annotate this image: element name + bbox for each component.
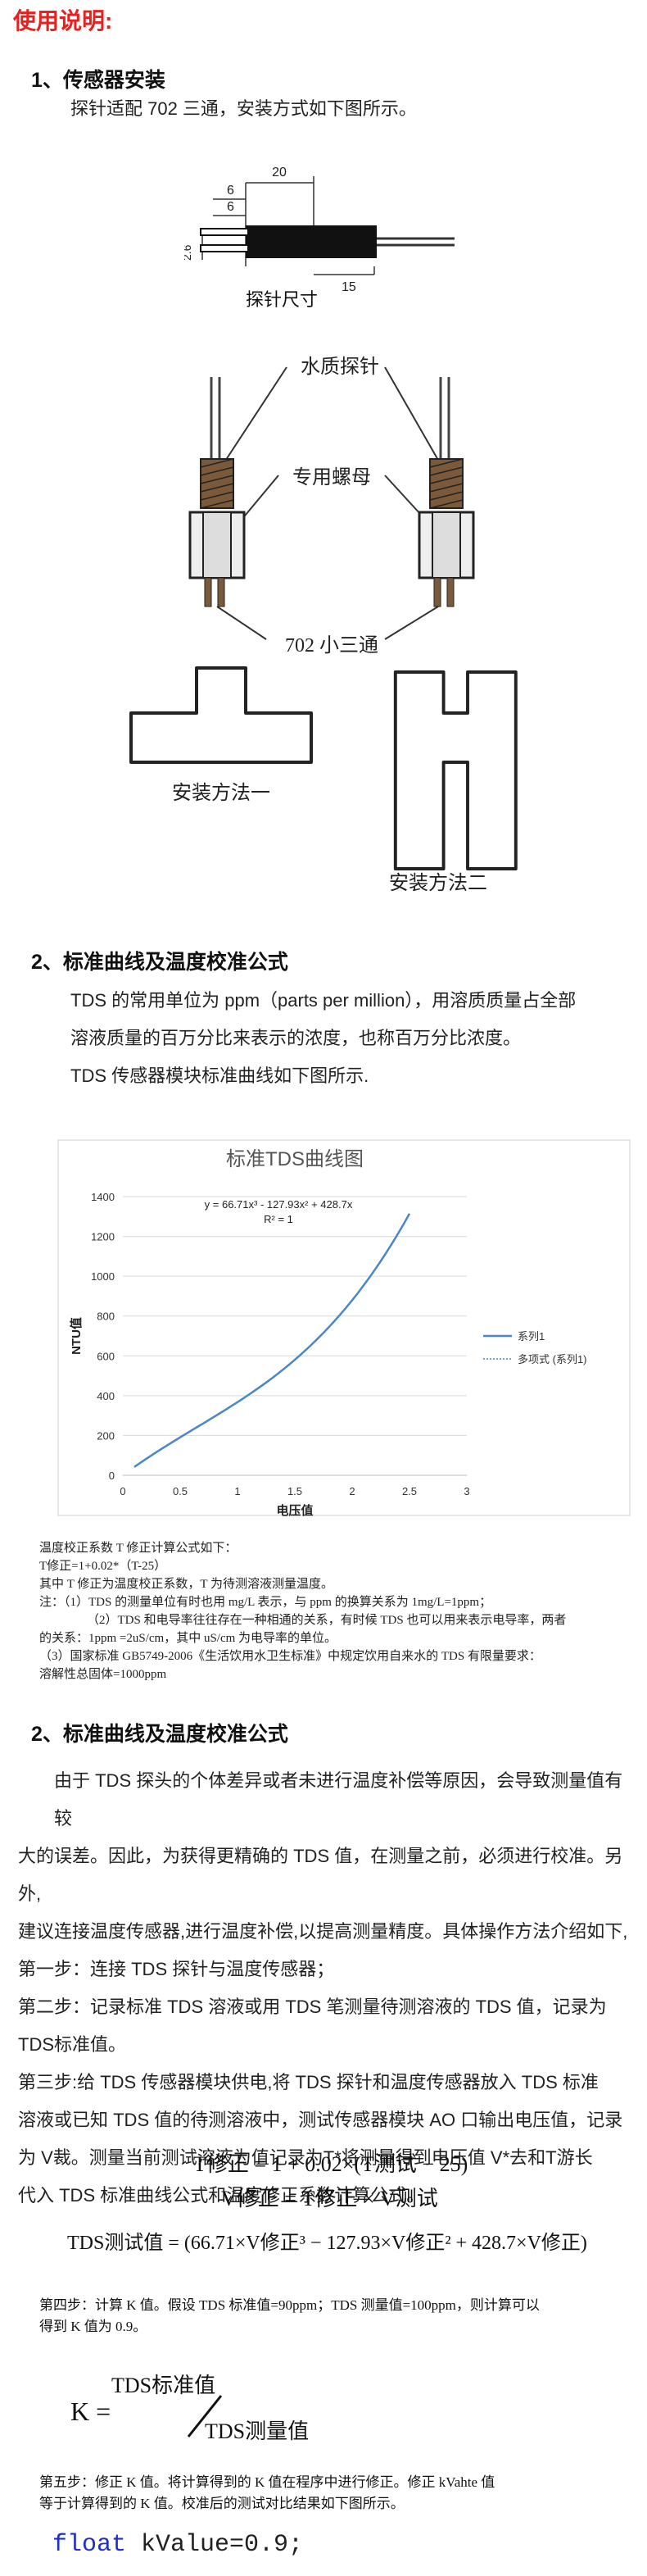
legend-label-1: 系列1 (518, 1330, 545, 1343)
chart-title: 标准TDS曲线图 (226, 1148, 364, 1170)
calibration-paragraph: 由于 TDS 探头的个体差异或者未进行温度补偿等原因，会导致测量值有较 大的误差… (18, 1762, 640, 2215)
calibration-line: 为 V裁。测量当前测试溶液为值记录为T*将测量得到电压值 V*去和T游长 (18, 2147, 593, 2168)
nut-left (188, 458, 246, 607)
k-formula-slash (187, 2395, 223, 2437)
water-probe-label: 水质探针 (301, 356, 379, 378)
probe-pin-bottom (200, 244, 249, 252)
method1-label: 安装方法一 (172, 782, 270, 804)
curve-intro-line: TDS 传感器模块标准曲线如下图所示. (70, 1065, 369, 1086)
y-tick-label: 200 (97, 1429, 115, 1442)
step5-line: 等于计算得到的 K 值。校准后的测试对比结果如下图所示。 (39, 2496, 405, 2511)
dim-6a: 6 (227, 184, 234, 198)
step5-line: 第五步：修正 K 值。将计算得到的 K 值在程序中进行修正。修正 kVahte … (39, 2474, 495, 2490)
dim-2-6: 2.6 (184, 244, 193, 261)
y-tick-label: 1400 (91, 1191, 115, 1203)
installation-diagram: 水质探针 专用螺母 702 小三通 安装方法一 安装方法二 (115, 344, 541, 902)
note-line: 溶解性总固体=1000ppm (39, 1668, 167, 1681)
code-keyword: float (52, 2531, 127, 2559)
step4-line: 第四步：计算 K 值。假设 TDS 标准值=90ppm；TDS 测量值=100p… (39, 2297, 540, 2313)
y-tick-label: 1000 (91, 1270, 115, 1283)
calibration-line: 由于 TDS 探头的个体差异或者未进行温度补偿等原因，会导致测量值有较 (54, 1770, 623, 1829)
note-line: （3）国家标准 GB5749-2006《生活饮用水卫生标准》中规定饮用自来水的 … (39, 1650, 541, 1663)
r-squared: R² = 1 (264, 1213, 293, 1225)
dim-20: 20 (272, 166, 287, 179)
y-tick-label: 1200 (91, 1231, 115, 1243)
x-tick-label: 1 (234, 1485, 240, 1497)
x-tick-label: 3 (464, 1485, 469, 1497)
y-tick-label: 400 (97, 1390, 115, 1402)
label-arrows (216, 366, 443, 640)
note-line: 其中 T 修正为温度校正系数，T 为待测溶液测量温度。 (39, 1578, 334, 1591)
calibration-line: TDS标准值。 (18, 2034, 127, 2055)
y-tick-label: 0 (109, 1470, 115, 1482)
series-line-1 (133, 1213, 411, 1468)
calibration-line: 第一步：连接 TDS 探针与温度传感器； (18, 1959, 335, 1979)
note-line: 的关系：1ppm =2uS/cm，其中 uS/cm 为电导率的单位。 (39, 1632, 337, 1645)
probe-size-label: 探针尺寸 (246, 289, 319, 310)
note-line: 温度校正系数 T 修正计算公式如下： (39, 1542, 238, 1555)
temperature-note: 温度校正系数 T 修正计算公式如下： T修正=1+0.02*（T-25） 其中 … (39, 1539, 613, 1683)
calibration-line: 代入 TDS 标准曲线公式和温度修正系数计算公式。 (18, 2185, 425, 2206)
formula-tds: TDS测试值 = (66.71×V修正³ − 127.93×V修正² + 428… (67, 2233, 587, 2254)
nut-right (418, 458, 475, 607)
y-tick-label: 800 (97, 1311, 115, 1323)
probe-pin-top (200, 228, 249, 236)
tee-method1 (129, 666, 313, 764)
calibration-line: 溶液或已知 TDS 值的待测溶液中，测试传感器模块 AO 口输出电压值，记录 (18, 2110, 623, 2130)
x-axis-label: 电压值 (276, 1503, 313, 1516)
x-tick-label: 2 (349, 1485, 355, 1497)
calibration-line: 建议连接温度传感器,进行温度补偿,以提高测量精度。具体操作方法介绍如下, (18, 1921, 628, 1942)
dim-6b: 6 (227, 200, 234, 214)
k-formula-denominator: TDS测量值 (205, 2419, 310, 2443)
install-text: 探针适配 702 三通，安装方式如下图所示。 (70, 98, 417, 119)
nut-label: 专用螺母 (292, 466, 371, 488)
x-tick-label: 2.5 (402, 1485, 417, 1497)
calibration-line: 大的误差。因此，为获得更精确的 TDS 值，在测量之前，必须进行校准。另外, (18, 1846, 623, 1904)
calibration-line: 第三步:给 TDS 传感器模块供电,将 TDS 探针和温度传感器放入 TDS 标… (18, 2072, 599, 2092)
curve-intro-line: 溶液质量的百万分比来表示的浓度，也称百万分比浓度。 (70, 1028, 522, 1048)
chart-frame (57, 1139, 631, 1516)
curve-intro-line: TDS 的常用单位为 ppm（parts per million），用溶质质量占… (70, 990, 577, 1011)
code-line: float kValue=0.9; (52, 2531, 303, 2559)
k-formula-left: K = (70, 2397, 111, 2426)
method2-label: 安装方法二 (389, 872, 487, 894)
note-line: 注：（1）TDS 的测量单位有时也用 mg/L 表示，与 ppm 的换算关系为 … (39, 1596, 492, 1609)
step4-line: 得到 K 值为 0.9。 (39, 2319, 147, 2334)
probe-dimension-diagram: 20 6 6 2.6 15 (184, 160, 463, 307)
page-title: 使用说明: (13, 8, 113, 34)
x-tick-label: 0 (120, 1485, 125, 1497)
x-tick-label: 0.5 (173, 1485, 188, 1497)
k-formula-numerator: TDS标准值 (111, 2374, 216, 2397)
probe-wires (210, 377, 450, 459)
step4-text: 第四步：计算 K 值。假设 TDS 标准值=90ppm；TDS 测量值=100p… (39, 2295, 540, 2337)
formula-t-correction: T修正 = 1 + 0.02×(T测试 − 25) (193, 2152, 468, 2176)
probe-body (246, 225, 377, 258)
calibration-line: 第二步：记录标准 TDS 溶液或用 TDS 笔测量待测溶液的 TDS 值，记录为 (18, 1997, 607, 2017)
y-axis-label: NTU值 (69, 1317, 84, 1355)
tee-method2 (393, 670, 518, 870)
legend-label-2: 多项式 (系列1) (518, 1353, 587, 1365)
note-line: T修正=1+0.02*（T-25） (39, 1560, 167, 1573)
formula-v-correction: V修正 = T修正 × V测试 (221, 2187, 438, 2210)
section-heading-install: 1、传感器安装 (31, 69, 165, 92)
code-rest: kValue=0.9; (126, 2531, 304, 2559)
dim-15: 15 (342, 280, 356, 294)
x-tick-label: 1.5 (287, 1485, 302, 1497)
trendline-equation: y = 66.71x³ - 127.93x² + 428.7x (205, 1198, 353, 1211)
step5-text: 第五步：修正 K 值。将计算得到的 K 值在程序中进行修正。修正 kVahte … (39, 2472, 495, 2515)
tee-label: 702 小三通 (285, 634, 378, 656)
tds-curve-chart: 标准TDS曲线图 0 200 400 600 800 1000 1200 1400 0 0.5 1 1.… (57, 1139, 631, 1516)
note-line: （2）TDS 和电导率往往存在一种相通的关系，有时候 TDS 也可以用来表示电导… (87, 1614, 567, 1627)
y-tick-label: 600 (97, 1350, 115, 1362)
section-heading-calibration: 2、标准曲线及温度校准公式 (31, 1723, 288, 1746)
section-heading-curve: 2、标准曲线及温度校准公式 (31, 951, 288, 974)
curve-intro: TDS 的常用单位为 ppm（parts per million），用溶质质量占… (70, 982, 576, 1095)
